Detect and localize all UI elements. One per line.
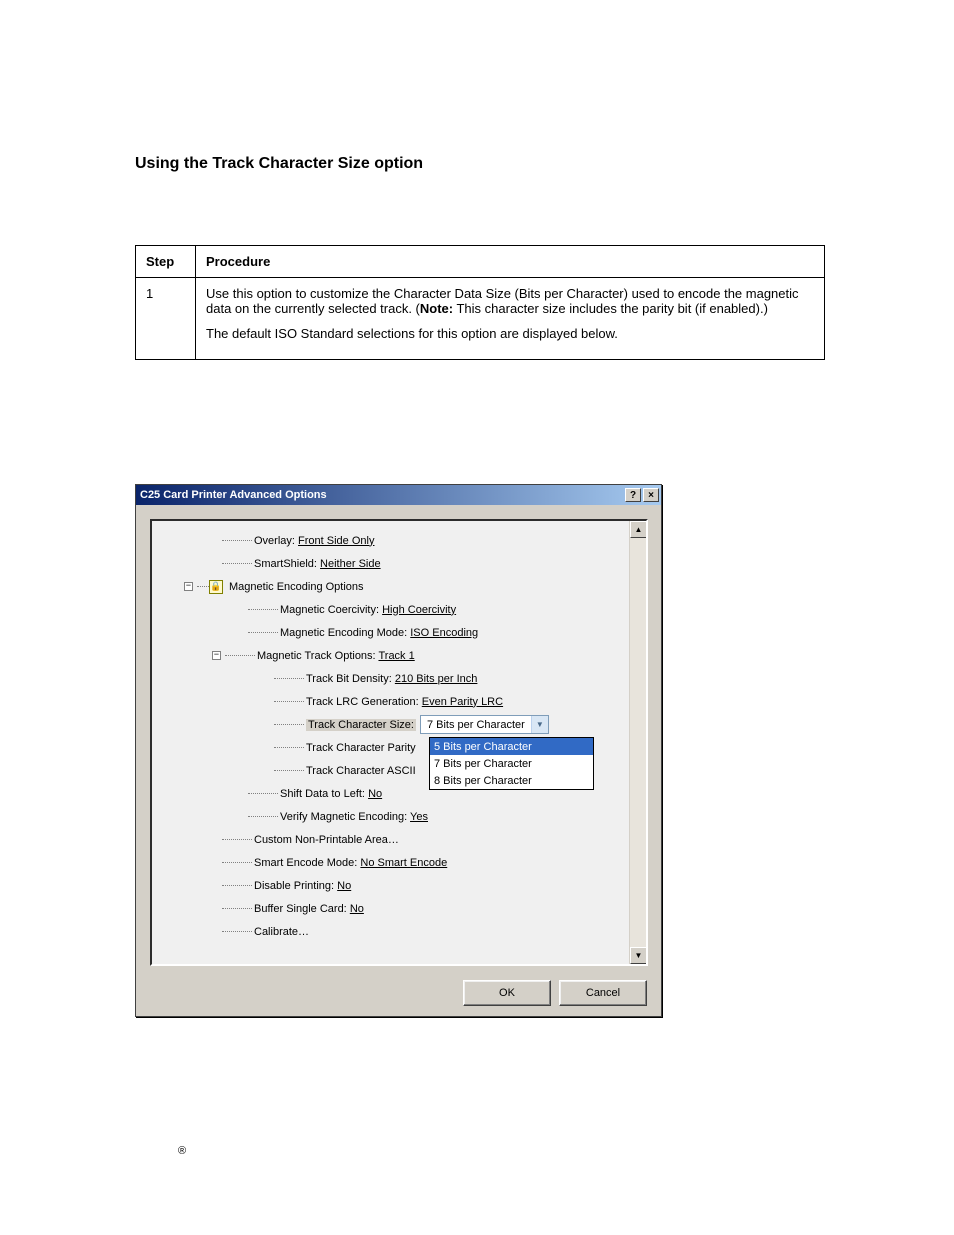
trademark-symbol: ®	[178, 1145, 186, 1157]
page: Using the Track Character Size option St…	[0, 0, 954, 1235]
close-button[interactable]: ×	[643, 488, 659, 502]
scroll-down-icon[interactable]: ▼	[630, 947, 647, 964]
tree-item-smartshield[interactable]: SmartShield: Neither Side	[152, 552, 625, 575]
chevron-down-icon[interactable]: ▼	[531, 716, 548, 733]
expander-minus-icon[interactable]: −	[212, 651, 221, 660]
dropdown-list[interactable]: 5 Bits per Character 7 Bits per Characte…	[429, 737, 594, 790]
expander-minus-icon[interactable]: −	[184, 582, 193, 591]
procedure-cell: Use this option to customize the Charact…	[196, 278, 825, 360]
tree-item-character-size[interactable]: Track Character Size: 7 Bits per Charact…	[152, 713, 625, 736]
tree-content: Overlay: Front Side Only SmartShield: Ne…	[152, 521, 629, 964]
table-row: 1 Use this option to customize the Chara…	[136, 278, 825, 360]
titlebar-text: C25 Card Printer Advanced Options	[140, 489, 623, 501]
page-heading: Using the Track Character Size option	[135, 155, 423, 173]
tree-item-bit-density[interactable]: Track Bit Density: 210 Bits per Inch	[152, 667, 625, 690]
tree-item-overlay[interactable]: Overlay: Front Side Only	[152, 529, 625, 552]
tree-item-calibrate[interactable]: Calibrate…	[152, 920, 625, 943]
tree-item-disable-printing[interactable]: Disable Printing: No	[152, 874, 625, 897]
scrollbar[interactable]: ▲ ▼	[629, 521, 646, 964]
tree-item-coercivity[interactable]: Magnetic Coercivity: High Coercivity	[152, 598, 625, 621]
step-cell: 1	[136, 278, 196, 360]
tree-item-lrc-generation[interactable]: Track LRC Generation: Even Parity LRC	[152, 690, 625, 713]
col-header-step: Step	[136, 246, 196, 278]
help-button[interactable]: ?	[625, 488, 641, 502]
scroll-up-icon[interactable]: ▲	[630, 521, 647, 538]
lock-icon: 🔒	[209, 580, 223, 594]
tree-item-smart-encode[interactable]: Smart Encode Mode: No Smart Encode	[152, 851, 625, 874]
dropdown-option[interactable]: 5 Bits per Character	[430, 738, 593, 755]
dialog-buttons: OK Cancel	[463, 980, 647, 1006]
tree-item-custom-nonprintable[interactable]: Custom Non-Printable Area…	[152, 828, 625, 851]
dropdown-option[interactable]: 8 Bits per Character	[430, 772, 593, 789]
proc-note-label: Note:	[420, 301, 453, 316]
dropdown-option[interactable]: 7 Bits per Character	[430, 755, 593, 772]
col-header-procedure: Procedure	[196, 246, 825, 278]
character-size-dropdown[interactable]: 7 Bits per Character ▼	[420, 715, 549, 734]
tree-item-encoding-mode[interactable]: Magnetic Encoding Mode: ISO Encoding	[152, 621, 625, 644]
proc-text-after: This character size includes the parity …	[453, 301, 768, 316]
tree-group-magnetic-encoding[interactable]: − 🔒 Magnetic Encoding Options	[152, 575, 625, 598]
cancel-button[interactable]: Cancel	[559, 980, 647, 1006]
dropdown-value: 7 Bits per Character	[421, 719, 531, 731]
ok-button[interactable]: OK	[463, 980, 551, 1006]
procedure-table: Step Procedure 1 Use this option to cust…	[135, 245, 825, 360]
tree-panel: Overlay: Front Side Only SmartShield: Ne…	[150, 519, 648, 966]
tree-item-buffer-card[interactable]: Buffer Single Card: No	[152, 897, 625, 920]
titlebar: C25 Card Printer Advanced Options ? ×	[136, 485, 661, 505]
table-header-row: Step Procedure	[136, 246, 825, 278]
dialog-window: C25 Card Printer Advanced Options ? × Ov…	[135, 484, 662, 1017]
tree-item-verify-encoding[interactable]: Verify Magnetic Encoding: Yes	[152, 805, 625, 828]
dialog-body: Overlay: Front Side Only SmartShield: Ne…	[136, 505, 661, 1016]
tree-item-track-options[interactable]: − Magnetic Track Options: Track 1	[152, 644, 625, 667]
proc-text-line2: The default ISO Standard selections for …	[206, 326, 814, 341]
